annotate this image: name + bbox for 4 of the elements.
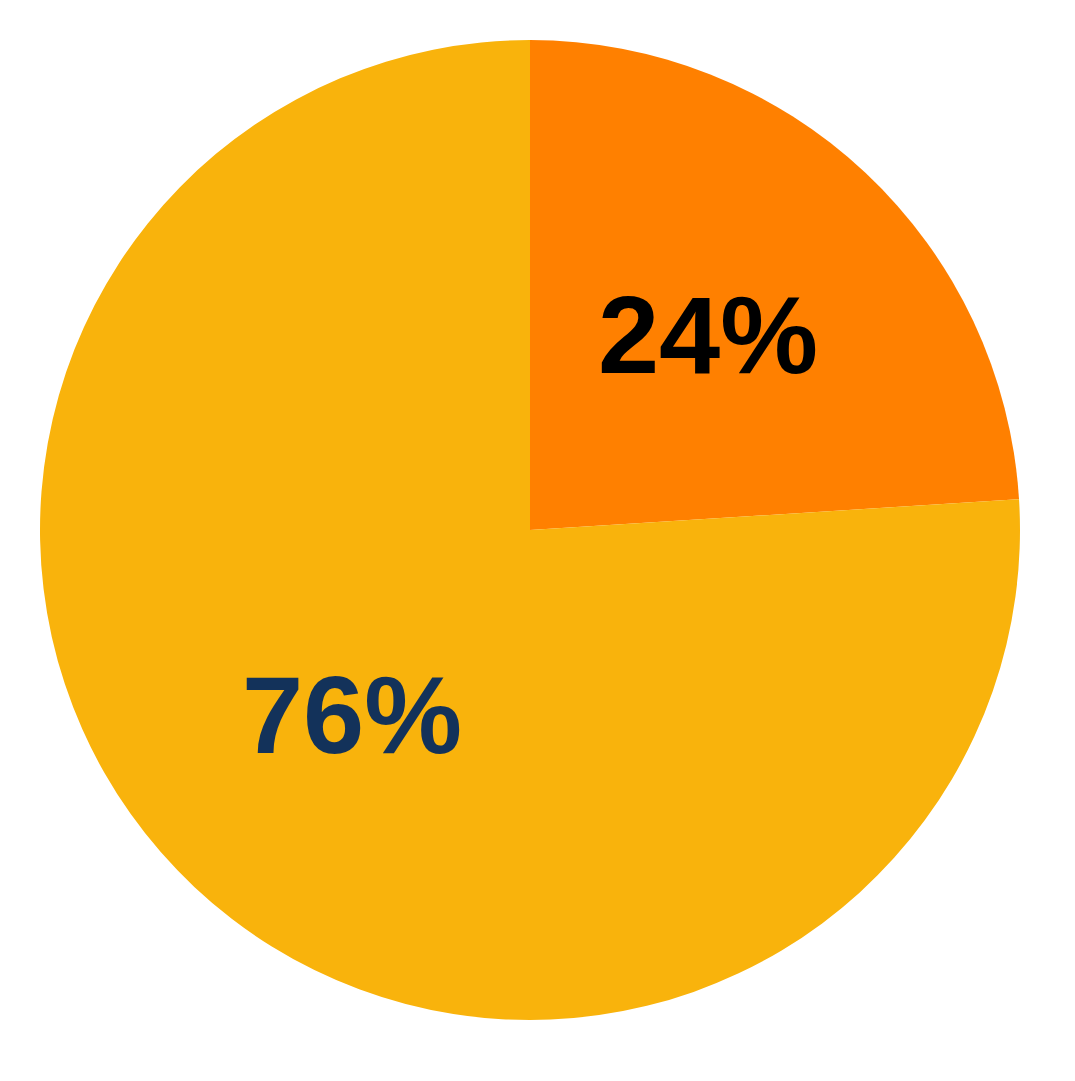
data-label: 24%	[597, 273, 819, 397]
pie-slice	[530, 40, 1020, 530]
data-label: 76%	[241, 652, 463, 776]
pie-slice	[40, 40, 1020, 1020]
